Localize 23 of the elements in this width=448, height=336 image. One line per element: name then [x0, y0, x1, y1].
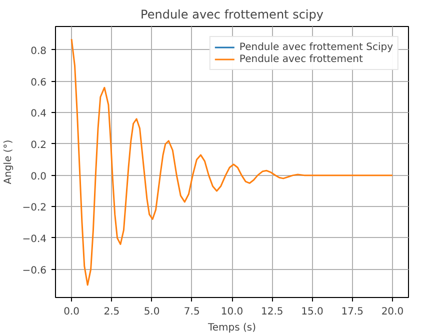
line-series [70, 38, 394, 286]
y-tick-label: −0.2 [22, 202, 47, 214]
y-tick-label: 0.2 [30, 140, 47, 151]
y-tick-label: 0.0 [30, 171, 47, 182]
y-tick-label: −0.6 [22, 265, 47, 276]
y-tick-label: 0.4 [30, 108, 47, 120]
x-tick-label: 12.5 [260, 306, 284, 318]
legend-label: Pendule avec frottement [239, 53, 363, 65]
x-tick-label: 15.0 [301, 306, 324, 318]
y-tick-label: 0.6 [30, 77, 47, 88]
x-axis-title: Temps (s) [206, 322, 256, 334]
y-axis-title: Angle (°) [3, 140, 14, 184]
y-tick-label: 0.8 [30, 46, 47, 57]
y-tick-label: −0.4 [22, 234, 47, 245]
x-tick-label: 2.5 [104, 306, 120, 318]
x-tick-label: 10.0 [220, 306, 244, 318]
x-tick-label: 20.0 [381, 306, 404, 318]
x-tick-label: 7.5 [184, 306, 200, 318]
legend-label: Pendule avec frottement Scipy [239, 41, 393, 53]
x-tick-label: 5.0 [144, 306, 160, 318]
x-tick-label: 17.5 [341, 306, 364, 318]
x-tick-label: 0.0 [64, 306, 80, 318]
chart-title: Pendule avec frottement scipy [140, 8, 324, 22]
